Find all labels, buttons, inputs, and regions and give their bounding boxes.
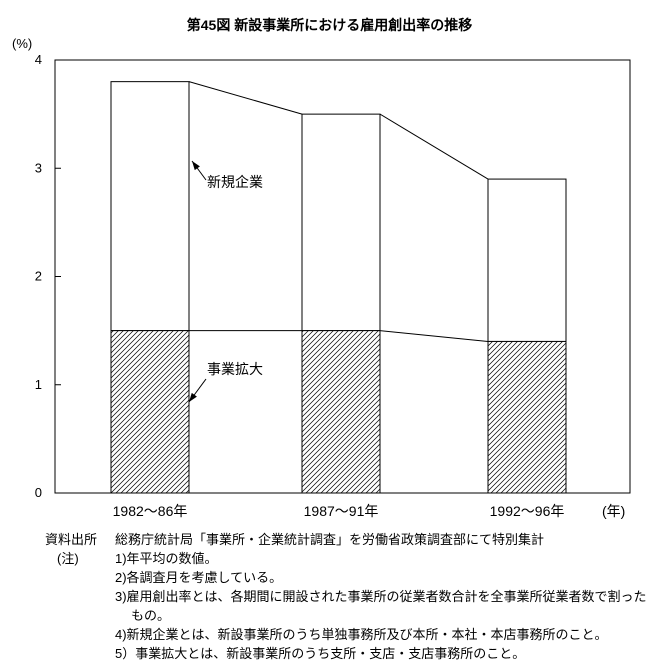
bar-segment-business-expansion bbox=[301, 330, 381, 494]
notes-label: (注) bbox=[57, 551, 79, 566]
note-item: 1)年平均の数値。 bbox=[115, 551, 218, 566]
y-tick-label: 2 bbox=[35, 269, 42, 284]
notes-section: 資料出所 総務庁統計局「事業所・企業統計調査」を労働省政策調査部にて特別集計 (… bbox=[45, 530, 649, 663]
arrow-business-expansion-head bbox=[189, 392, 197, 402]
annotation-label-new-company: 新規企業 bbox=[207, 174, 263, 190]
source-row: 資料出所 総務庁統計局「事業所・企業統計調査」を労働省政策調査部にて特別集計 bbox=[45, 530, 649, 549]
y-axis-unit-label: (%) bbox=[12, 36, 32, 51]
bar-segment-business-expansion bbox=[487, 340, 567, 494]
notes-row: (注) 1)年平均の数値。 2)各調査月を考慮している。 3)雇用創出率とは、各期間… bbox=[45, 549, 649, 663]
x-tick-label: 1987〜91年 bbox=[304, 503, 379, 519]
bar-segment-business-expansion bbox=[110, 330, 190, 494]
bar-segment-new-company bbox=[110, 81, 190, 332]
chart-svg: 0 1 2 3 4(%) 1982〜86年 1987〜91年 1992〜96年 (年) 新規企業事… bbox=[12, 36, 631, 519]
bar-segment-new-company bbox=[301, 113, 381, 332]
chart-title: 第45図 新設事業所における雇用創出率の推移 bbox=[186, 17, 473, 33]
total-connector-line bbox=[379, 113, 489, 180]
note-item: 2)各調査月を考慮している。 bbox=[115, 570, 283, 585]
source-text: 総務庁統計局「事業所・企業統計調査」を労働省政策調査部にて特別集計 bbox=[115, 532, 545, 547]
total-connector-line bbox=[188, 81, 303, 115]
x-tick-label: 1982〜86年 bbox=[113, 503, 188, 519]
note-items: 1)年平均の数値。 2)各調査月を考慮している。 3)雇用創出率とは、各期間に開設さ… bbox=[115, 549, 649, 663]
bar-segment-new-company bbox=[487, 178, 567, 342]
x-tick-label: 1992〜96年 bbox=[490, 503, 565, 519]
annotation-label-business-expansion: 事業拡大 bbox=[207, 361, 263, 377]
arrow-new-company-head bbox=[192, 161, 200, 171]
note-item: 4)新規企業とは、新設事業所のうち単独事務所及び本所・本社・本店事務所のこと。 bbox=[115, 627, 608, 642]
note-item: 5）事業拡大とは、新設事業所のうち支所・支店・支店事務所のこと。 bbox=[115, 646, 526, 661]
note-item: 3)雇用創出率とは、各期間に開設された事業所の従業者数合計を全事業所従業者数で割… bbox=[115, 589, 647, 623]
lower-connector-line bbox=[379, 330, 489, 342]
x-axis-unit-label: (年) bbox=[602, 503, 625, 519]
y-tick-label: 1 bbox=[35, 377, 42, 392]
y-tick-label: 3 bbox=[35, 160, 42, 175]
y-tick-label: 0 bbox=[35, 485, 42, 500]
source-label: 資料出所 bbox=[45, 532, 98, 547]
y-tick-label: 4 bbox=[35, 52, 42, 67]
